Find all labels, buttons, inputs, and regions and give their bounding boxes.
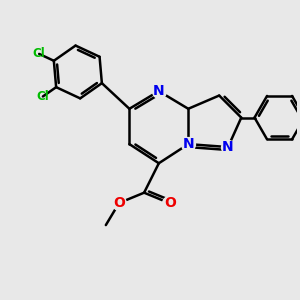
Text: O: O <box>165 196 176 210</box>
Text: Cl: Cl <box>33 47 46 60</box>
Text: N: N <box>153 84 165 98</box>
Text: O: O <box>113 196 125 210</box>
Text: N: N <box>182 137 194 151</box>
Text: N: N <box>222 140 234 154</box>
Text: Cl: Cl <box>37 90 49 103</box>
